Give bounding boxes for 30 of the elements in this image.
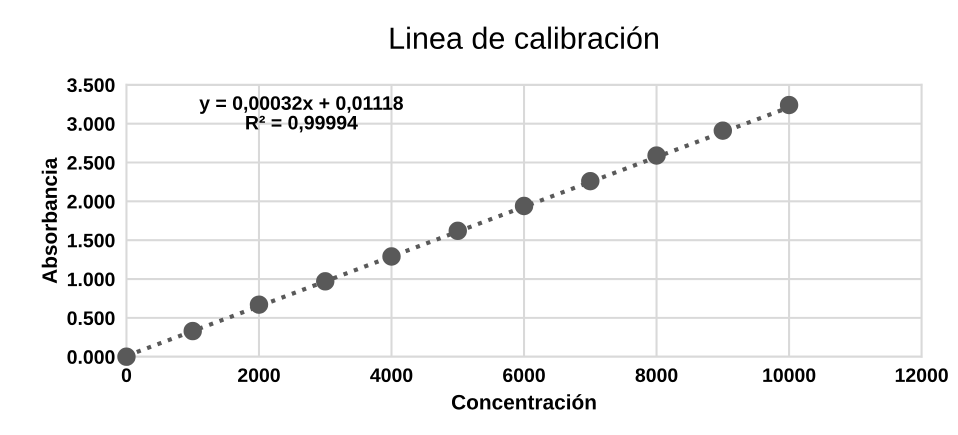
x-tick-label: 8000 xyxy=(636,368,678,382)
y-tick-label: 3.000 xyxy=(67,117,115,131)
point xyxy=(714,121,732,140)
point xyxy=(514,196,534,216)
chart-title: Linea de calibración xyxy=(390,26,658,50)
point xyxy=(647,146,666,165)
point xyxy=(316,272,334,291)
y-tick-label: 0.000 xyxy=(67,350,115,364)
point xyxy=(581,172,600,190)
x-tick-label: 10000 xyxy=(763,368,816,382)
x-tick-label: 2000 xyxy=(238,368,280,382)
y-tick-label: 2.000 xyxy=(67,194,115,209)
annotation: y = 0,00032x + 0,01118 R² = 0,99994 xyxy=(199,96,403,132)
y-tick-label: 3.500 xyxy=(67,78,115,92)
y-tick-label: 1.000 xyxy=(68,272,115,286)
x-tick-label: 12000 xyxy=(896,368,948,382)
x-axis-title: Concentración xyxy=(452,394,596,410)
point xyxy=(448,222,467,240)
point xyxy=(184,322,202,340)
y-tick-label: 0.500 xyxy=(67,311,115,326)
x-tick-label: 0 xyxy=(122,368,132,382)
y-tick-label: 2.500 xyxy=(67,156,115,170)
point xyxy=(780,96,798,114)
point xyxy=(117,348,136,366)
point xyxy=(382,247,401,266)
point xyxy=(250,295,268,314)
y-tick-label: 1.500 xyxy=(68,234,115,248)
y-axis-title: Absorbancia xyxy=(42,158,58,284)
x-tick-label: 4000 xyxy=(370,368,412,382)
x-tick-label: 6000 xyxy=(503,368,545,382)
